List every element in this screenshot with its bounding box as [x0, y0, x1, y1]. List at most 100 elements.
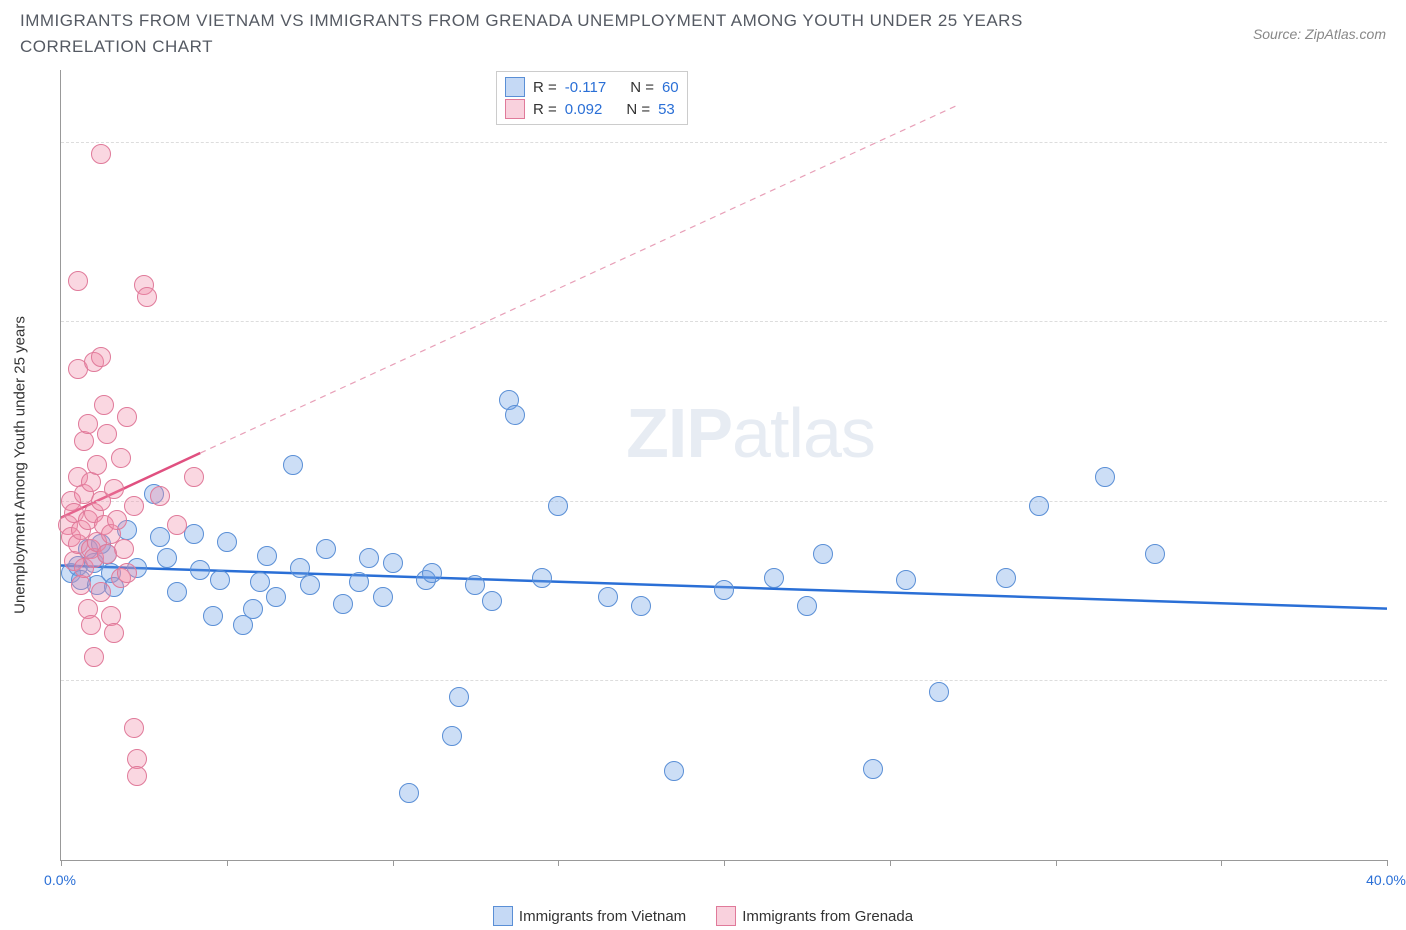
- watermark: ZIPatlas: [626, 393, 875, 473]
- scatter-point: [548, 496, 568, 516]
- scatter-point: [124, 718, 144, 738]
- y-axis-title: Unemployment Among Youth under 25 years: [12, 316, 29, 614]
- scatter-point: [137, 287, 157, 307]
- scatter-point: [78, 414, 98, 434]
- x-tick: [61, 860, 62, 866]
- r-label: R =: [533, 79, 557, 96]
- scatter-point: [87, 455, 107, 475]
- scatter-point: [203, 606, 223, 626]
- y-tick-label: 7.5%: [1397, 672, 1406, 688]
- scatter-point: [243, 599, 263, 619]
- r-value: 0.092: [565, 101, 603, 118]
- x-tick: [393, 860, 394, 866]
- scatter-point: [813, 544, 833, 564]
- scatter-point: [91, 347, 111, 367]
- gridline: [61, 321, 1387, 322]
- scatter-point: [124, 496, 144, 516]
- n-label: N =: [630, 79, 654, 96]
- scatter-point: [349, 572, 369, 592]
- scatter-point: [714, 580, 734, 600]
- stats-legend-row: R = -0.117 N = 60: [505, 76, 679, 98]
- scatter-point: [1145, 544, 1165, 564]
- scatter-point: [266, 587, 286, 607]
- trend-lines: [61, 70, 1387, 860]
- scatter-point: [631, 596, 651, 616]
- scatter-point: [532, 568, 552, 588]
- scatter-point: [167, 582, 187, 602]
- scatter-point: [84, 647, 104, 667]
- scatter-point: [399, 783, 419, 803]
- chart-title: IMMIGRANTS FROM VIETNAM VS IMMIGRANTS FR…: [20, 8, 1120, 59]
- n-label: N =: [626, 101, 650, 118]
- scatter-point: [664, 761, 684, 781]
- chart-container: Unemployment Among Youth under 25 years …: [60, 70, 1386, 860]
- scatter-point: [333, 594, 353, 614]
- scatter-point: [157, 548, 177, 568]
- scatter-point: [210, 570, 230, 590]
- scatter-point: [117, 563, 137, 583]
- legend-swatch-icon: [505, 77, 525, 97]
- n-value: 60: [662, 79, 679, 96]
- scatter-point: [190, 560, 210, 580]
- scatter-point: [117, 407, 137, 427]
- scatter-point: [107, 510, 127, 530]
- scatter-point: [373, 587, 393, 607]
- scatter-point: [81, 615, 101, 635]
- scatter-point: [449, 687, 469, 707]
- legend-swatch-icon: [716, 906, 736, 926]
- stats-legend: R =-0.117N =60R =0.092N =53: [496, 71, 688, 125]
- scatter-point: [68, 271, 88, 291]
- scatter-point: [422, 563, 442, 583]
- scatter-point: [505, 405, 525, 425]
- scatter-point: [442, 726, 462, 746]
- legend-item: Immigrants from Vietnam: [493, 906, 686, 926]
- y-tick-label: 30.0%: [1397, 134, 1406, 150]
- scatter-point: [797, 596, 817, 616]
- gridline: [61, 680, 1387, 681]
- series-legend: Immigrants from Vietnam Immigrants from G…: [0, 906, 1406, 926]
- legend-swatch-icon: [505, 99, 525, 119]
- scatter-point: [71, 575, 91, 595]
- legend-label: Immigrants from Grenada: [742, 908, 913, 925]
- scatter-point: [94, 395, 114, 415]
- scatter-point: [383, 553, 403, 573]
- x-tick: [1056, 860, 1057, 866]
- n-value: 53: [658, 101, 675, 118]
- x-tick: [227, 860, 228, 866]
- legend-item: Immigrants from Grenada: [716, 906, 913, 926]
- x-tick: [558, 860, 559, 866]
- scatter-point: [316, 539, 336, 559]
- scatter-point: [184, 467, 204, 487]
- scatter-point: [300, 575, 320, 595]
- x-axis-label: 0.0%: [44, 872, 76, 888]
- scatter-point: [250, 572, 270, 592]
- scatter-point: [465, 575, 485, 595]
- scatter-point: [863, 759, 883, 779]
- y-tick-label: 15.0%: [1397, 493, 1406, 509]
- scatter-point: [996, 568, 1016, 588]
- scatter-point: [114, 539, 134, 559]
- scatter-point: [167, 515, 187, 535]
- x-tick: [1221, 860, 1222, 866]
- scatter-point: [1095, 467, 1115, 487]
- legend-label: Immigrants from Vietnam: [519, 908, 686, 925]
- x-axis-label: 40.0%: [1366, 872, 1406, 888]
- x-tick: [724, 860, 725, 866]
- scatter-point: [283, 455, 303, 475]
- scatter-point: [150, 486, 170, 506]
- r-value: -0.117: [565, 79, 606, 96]
- scatter-point: [127, 766, 147, 786]
- scatter-point: [764, 568, 784, 588]
- scatter-point: [91, 582, 111, 602]
- scatter-point: [359, 548, 379, 568]
- stats-legend-row: R =0.092N =53: [505, 98, 679, 120]
- scatter-point: [97, 424, 117, 444]
- scatter-point: [74, 431, 94, 451]
- scatter-point: [104, 479, 124, 499]
- scatter-point: [217, 532, 237, 552]
- plot-area: ZIPatlas R =-0.117N =60R =0.092N =53 7.5…: [60, 70, 1387, 861]
- scatter-point: [104, 623, 124, 643]
- gridline: [61, 142, 1387, 143]
- scatter-point: [111, 448, 131, 468]
- scatter-point: [1029, 496, 1049, 516]
